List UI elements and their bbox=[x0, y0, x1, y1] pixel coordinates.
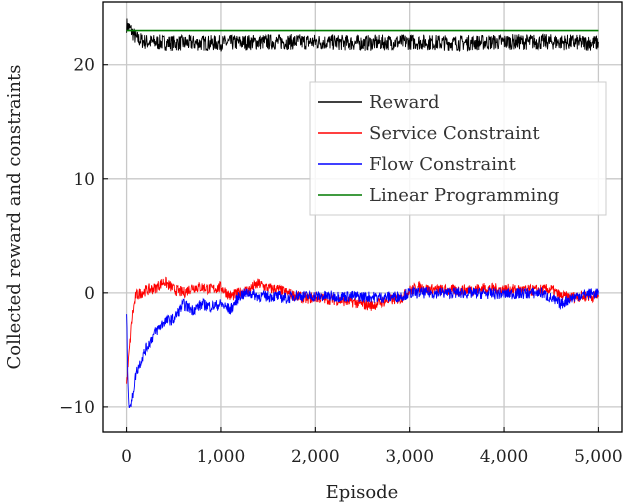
plot-frame bbox=[102, 1, 623, 433]
y-tick-label: 10 bbox=[73, 170, 95, 190]
legend-box bbox=[309, 81, 607, 216]
series-line-flow-constraint bbox=[126, 285, 599, 409]
x-tick-label: 1,000 bbox=[197, 447, 246, 467]
x-tick-label: 5,000 bbox=[574, 447, 623, 467]
legend-label: Flow Constraint bbox=[369, 154, 517, 175]
y-axis-label: Collected reward and constraints bbox=[4, 65, 25, 370]
x-tick-label: 0 bbox=[121, 447, 132, 467]
legend-label: Service Constraint bbox=[369, 123, 540, 144]
series-line-service-constraint bbox=[126, 276, 599, 384]
y-tick-label: 0 bbox=[84, 284, 95, 304]
legend-label: Reward bbox=[369, 92, 439, 113]
x-tick-label: 2,000 bbox=[291, 447, 340, 467]
ticks: 0 1,000 2,000 3,000 4,000 5,000 −10 0 10 20 bbox=[59, 56, 623, 467]
series-line-reward bbox=[126, 18, 599, 53]
series-group bbox=[126, 18, 599, 409]
x-tick-label: 4,000 bbox=[480, 447, 529, 467]
grid bbox=[103, 2, 622, 432]
x-tick-label: 3,000 bbox=[385, 447, 434, 467]
y-tick-label: −10 bbox=[59, 398, 95, 418]
y-tick-label: 20 bbox=[73, 56, 95, 76]
legend: Reward Service Constraint Flow Constraint L… bbox=[309, 81, 607, 216]
x-axis-label: Episode bbox=[326, 482, 399, 503]
legend-label: Linear Programming bbox=[369, 185, 559, 206]
